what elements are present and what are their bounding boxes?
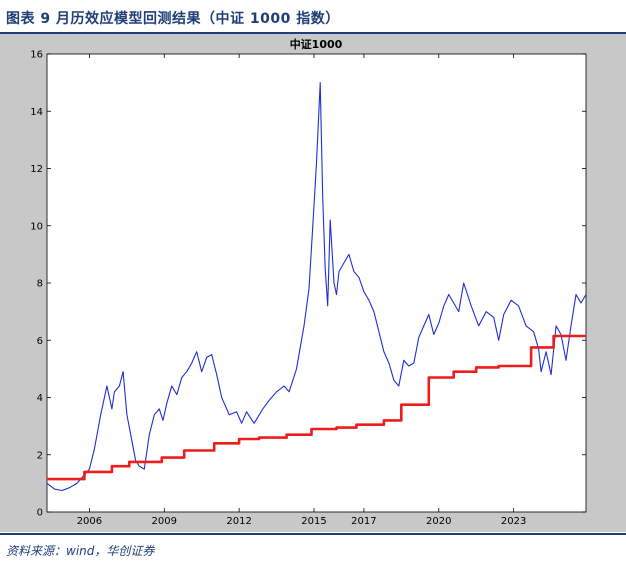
source-rule (0, 533, 626, 535)
chart: 中证1000 0 2 4 6 8 10 12 14 16 2006 2009 2012 2015 201… (0, 34, 626, 532)
figure-caption: 图表 9 月历效应模型回测结果（中证 1000 指数） (6, 11, 340, 27)
source-note: 资料来源：wind，华创证券 (6, 544, 155, 558)
y-tick-label: 12 (30, 164, 43, 175)
y-tick-label: 16 (30, 50, 43, 61)
y-tick-label: 14 (30, 107, 43, 118)
x-tick-label: 2017 (351, 516, 376, 527)
x-tick-label: 2006 (77, 516, 102, 527)
plot-area (46, 53, 587, 513)
y-tick-label: 2 (37, 450, 43, 461)
x-tick-label: 2009 (152, 516, 177, 527)
x-tick-label: 2012 (226, 516, 251, 527)
x-tick-label: 2015 (301, 516, 326, 527)
model-series-line (47, 334, 586, 481)
caption-rule (0, 32, 626, 34)
x-tick-label: 2023 (501, 516, 526, 527)
chart-title: 中证1000 (290, 37, 343, 51)
y-tick-label: 4 (37, 393, 43, 404)
x-tick-label: 2020 (426, 516, 451, 527)
y-tick-label: 6 (37, 336, 43, 347)
y-tick-label: 8 (37, 279, 43, 290)
y-tick-label: 0 (37, 508, 43, 519)
index-series-line (46, 82, 587, 492)
y-tick-label: 10 (30, 221, 43, 232)
